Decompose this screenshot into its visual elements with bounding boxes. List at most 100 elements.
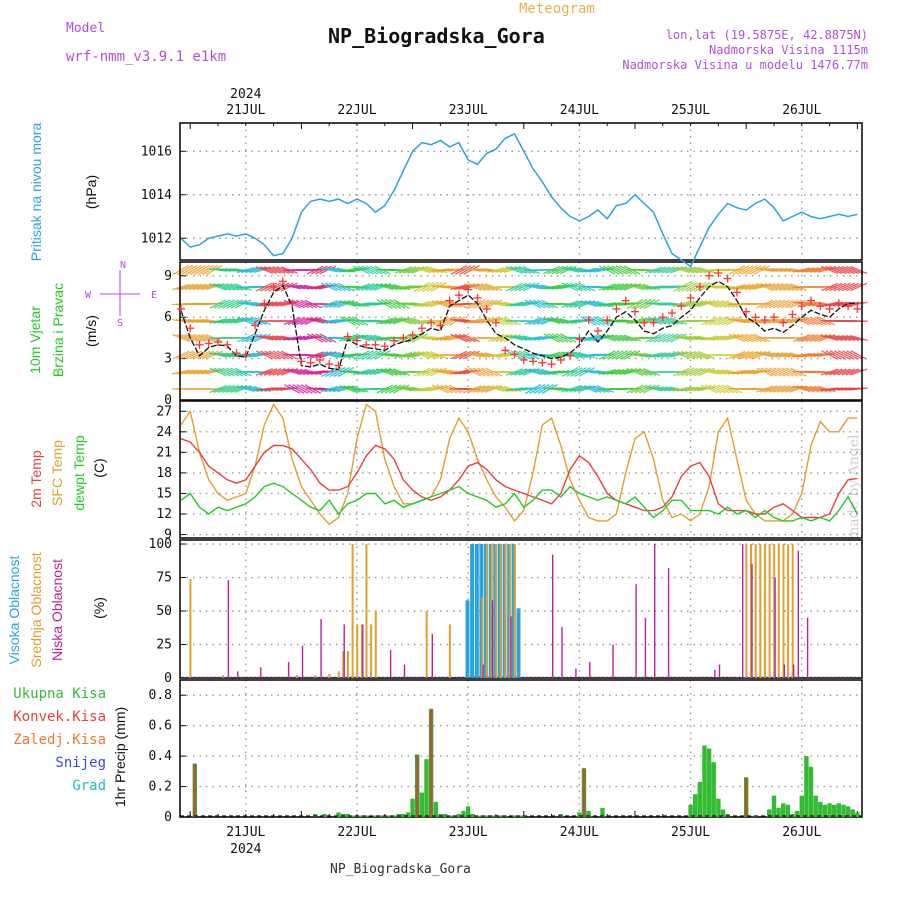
cloud-bar-low — [575, 668, 577, 678]
cloud-bar-mid — [347, 651, 349, 678]
cloud-bar-mid — [750, 544, 752, 678]
cloud-bar-mid — [370, 624, 373, 678]
cloud-high-label: Visoka Oblacnost — [6, 556, 22, 665]
precip-total-bar — [577, 812, 582, 817]
panel-frame-precip — [179, 679, 863, 818]
precip-total-bar — [781, 803, 786, 817]
precip-total-bar — [716, 798, 721, 817]
cloud-bar-mid — [485, 544, 488, 678]
precip-total-bar — [484, 815, 489, 817]
precip-legend-3: Snijeg — [55, 755, 106, 771]
cloud-bar-low — [491, 600, 494, 678]
cloud-bar-low — [431, 633, 433, 678]
cloud-bar-mid — [499, 544, 502, 678]
cloud-unit: (%) — [91, 597, 107, 619]
ytick-label-precip: 0.2 — [149, 780, 172, 795]
day-label-top-21JUL: 21JUL — [226, 103, 265, 118]
cloud-bar-low — [793, 664, 795, 678]
precip-total-bar — [799, 795, 804, 817]
cloud-bar-mid — [495, 544, 498, 678]
precip-total-bar — [693, 794, 698, 817]
ytick-label-wind: 3 — [164, 352, 172, 367]
cloud-bar-low — [320, 619, 322, 678]
cloud-bar-mid — [356, 624, 359, 678]
ytick-label-temperature: 24 — [156, 425, 172, 440]
ytick-label-pressure: 1014 — [141, 188, 172, 203]
cloud-bar-mid — [759, 544, 762, 678]
year-label-bottom: 2024 — [230, 842, 261, 857]
precip-legend-4: Grad — [72, 778, 106, 794]
day-label-top-25JUL: 25JUL — [671, 103, 710, 118]
cloud-bar-mid — [787, 544, 790, 678]
compass-s: S — [117, 318, 123, 329]
precip-total-bar — [794, 810, 800, 817]
cloud-bar-low — [667, 568, 670, 678]
cloud-bar-mid — [782, 544, 785, 678]
cloud-bar-mid — [365, 544, 368, 678]
cloud-bar-low — [260, 667, 262, 678]
precip-total-bar — [818, 801, 823, 817]
cloud-bar-mid — [351, 544, 354, 678]
wind-ylabel: 10m Vjetar — [27, 306, 43, 374]
precip-conv-bar — [415, 754, 419, 817]
precip-total-bar — [405, 812, 411, 817]
ytick-label-temperature: 21 — [156, 445, 172, 460]
precip-conv-bar — [744, 777, 748, 817]
precip-total-bar — [498, 815, 503, 817]
cloud-bar-mid — [342, 651, 345, 678]
cloud-bar-mid — [337, 671, 340, 678]
precip-total-bar — [850, 809, 855, 817]
model-name: wrf-nmm_v3.9.1 e1km — [66, 49, 227, 65]
day-label-top-22JUL: 22JUL — [337, 103, 376, 118]
model-label: Model — [66, 21, 106, 36]
panel-frame-temperature — [179, 400, 863, 539]
precip-total-bar — [391, 815, 397, 817]
cloud-bar-high — [516, 608, 521, 678]
cloud-bar-low — [742, 544, 744, 678]
ytick-label-clouds: 75 — [156, 571, 172, 586]
precip-total-bar — [410, 798, 415, 817]
ytick-label-wind: 0 — [164, 393, 172, 408]
cloud-bar-low — [343, 624, 345, 678]
precip-total-bar — [419, 792, 425, 817]
pressure-unit: (hPa) — [83, 175, 99, 209]
cloud-low-label: Niska Oblacnost — [49, 559, 65, 661]
temp-2m-label: 2m Temp — [28, 450, 44, 508]
cloud-bar-low — [389, 649, 392, 678]
meteogram-label: Meteogram — [519, 1, 595, 17]
temp-dewpt-label: dewpt Temp — [71, 435, 87, 510]
precip-total-bar — [470, 814, 475, 817]
compass-e: E — [151, 290, 157, 301]
cloud-bar-mid — [791, 544, 794, 678]
cloud-bar-low — [718, 664, 721, 678]
precip-total-bar — [688, 804, 693, 817]
cloud-bar-low — [227, 580, 230, 678]
precip-total-bar — [836, 803, 841, 817]
cloud-bar-high — [474, 544, 479, 678]
precip-total-bar — [359, 815, 364, 817]
cloud-bar-low — [797, 550, 799, 678]
cloud-bar-low — [714, 670, 716, 678]
cloud-bar-mid — [777, 544, 780, 678]
panel-frame-wind — [179, 261, 863, 401]
cloud-bar-mid — [490, 544, 493, 678]
ytick-label-precip: 0.4 — [149, 749, 173, 764]
precip-total-bar — [832, 804, 837, 817]
precip-total-bar — [433, 801, 438, 817]
cloud-bar-mid — [374, 611, 377, 678]
precip-legend-0: Ukupna Kisa — [13, 686, 106, 702]
ytick-label-temperature: 12 — [156, 507, 172, 522]
cloud-bar-mid — [296, 675, 298, 678]
pressure-ylabel: Pritisak na nivou mora — [28, 123, 44, 262]
cloud-bar-mid — [328, 674, 331, 678]
ytick-label-wind: 6 — [164, 310, 172, 325]
compass-w: W — [85, 290, 92, 301]
cloud-bar-low — [510, 616, 512, 678]
year-label-top: 2024 — [230, 87, 261, 102]
precip-total-bar — [336, 812, 341, 817]
precip-total-bar — [364, 815, 369, 817]
ytick-label-temperature: 9 — [164, 528, 172, 543]
ytick-label-precip: 0 — [164, 810, 172, 825]
day-label-bottom-23JUL: 23JUL — [449, 825, 488, 840]
